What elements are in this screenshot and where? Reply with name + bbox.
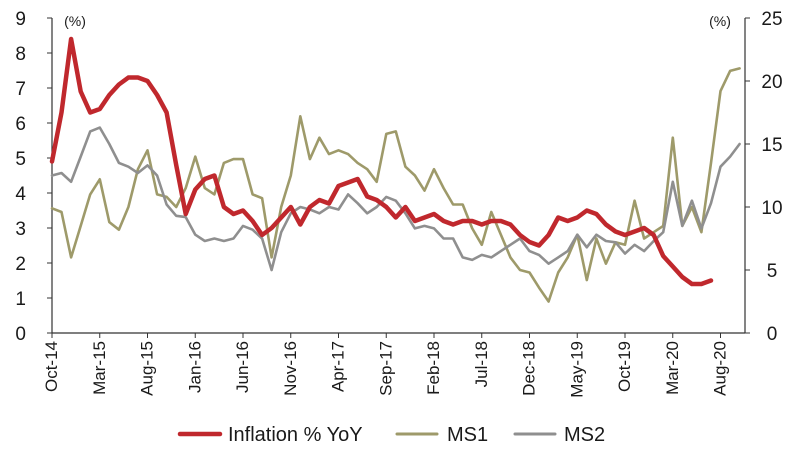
x-tick-label: Apr-17 [329,341,348,392]
right-tick-label: 0 [767,324,778,345]
left-tick-label: 1 [15,289,26,310]
right-tick-label: 15 [761,135,782,156]
x-tick-label: Jun-16 [233,341,252,393]
x-tick-label: Jul-18 [472,341,491,387]
x-tick-label: May-19 [567,341,586,398]
right-tick-label: 20 [761,72,782,93]
x-tick-label: Aug-15 [138,341,157,396]
right-tick-label: 25 [761,9,782,30]
series-line-inflation-yoy [49,36,714,287]
right-axis-unit-label: (%) [709,13,731,29]
legend-label: Inflation % YoY [228,424,363,446]
axes-group: 0 1 2 3 4 5 6 7 8 9 0 5 10 15 20 25 (%) (%) Oct-14 Mar-15 Au… [15,9,782,398]
left-tick-label: 7 [15,79,26,100]
x-tick-label: Mar-20 [663,341,682,395]
left-tick-label: 2 [15,254,26,275]
legend-label: MS2 [564,424,605,446]
x-tick-label: Jan-16 [185,341,204,393]
left-tick-label: 8 [15,44,26,65]
right-tick-label: 5 [767,261,778,282]
x-tick-label: Sep-17 [376,341,395,396]
left-tick-label: 4 [15,184,26,205]
right-tick-label: 10 [761,198,782,219]
left-tick-label: 3 [15,219,26,240]
x-tick-label: Dec-18 [520,341,539,396]
x-tick-label: Mar-15 [90,341,109,395]
series-line-ms2 [50,126,741,272]
x-tick-label: Nov-16 [281,341,300,396]
left-tick-label: 6 [15,114,26,135]
x-tick-label: Oct-14 [42,341,61,392]
legend: Inflation % YoY MS1 MS2 [177,424,605,446]
series-line-ms1 [50,67,741,303]
x-tick-label: Aug-20 [711,341,730,396]
left-tick-label: 0 [15,324,26,345]
x-tick-label: Feb-18 [424,341,443,395]
legend-label: MS1 [447,424,488,446]
left-axis-unit-label: (%) [64,13,86,29]
left-tick-label: 9 [15,9,26,30]
x-tick-label: Oct-19 [615,341,634,392]
series-lines [49,36,741,303]
left-tick-label: 5 [15,149,26,170]
